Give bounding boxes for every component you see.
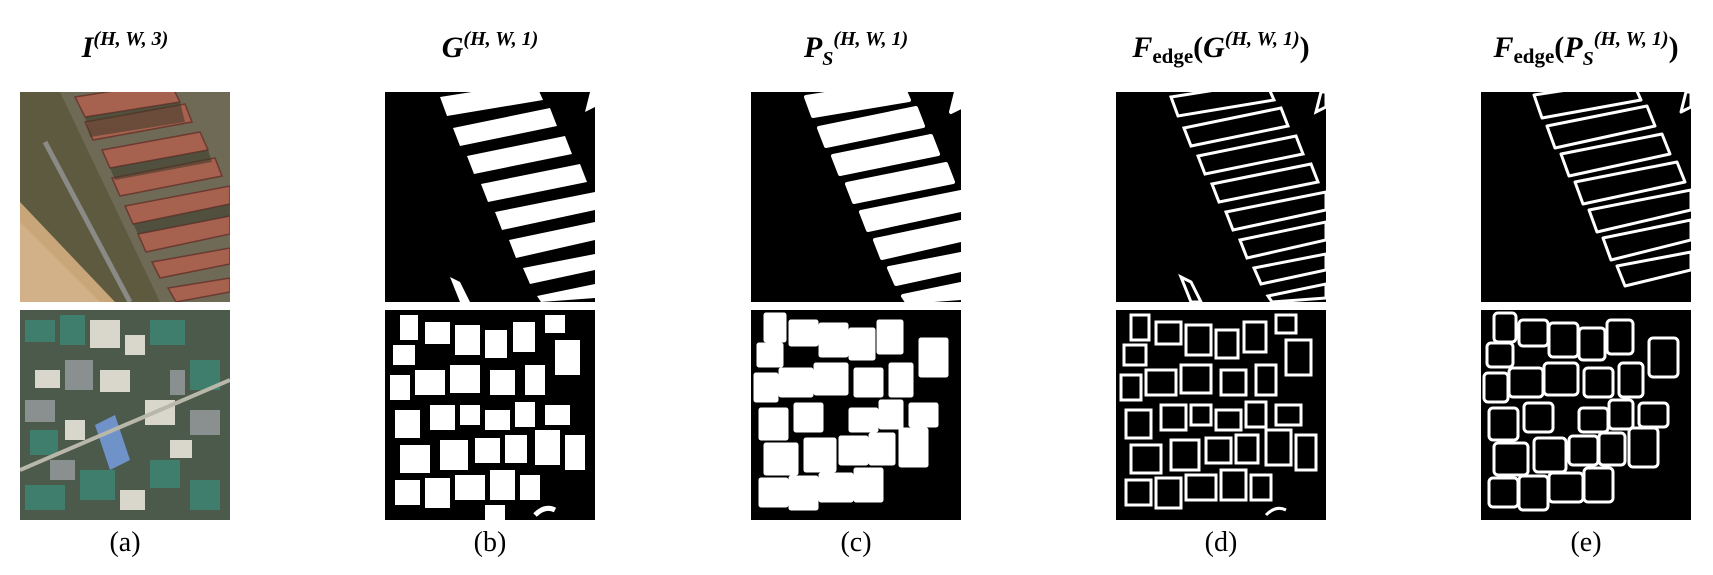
caption-d: (d) [1204,527,1238,558]
title-b-sup: (H, W, 1) [463,28,539,50]
column-c: PS(H, W, 1) [751,0,961,575]
title-d-open: ( [1193,31,1204,64]
edge-d-bottom [1116,310,1326,520]
column-a: I(H, W, 3) [20,0,230,575]
title-c-main: P [803,31,823,64]
title-a: I(H, W, 3) [0,12,310,75]
title-e-fn-sub: edge [1513,44,1555,68]
title-e: Fedge(PS(H, W, 1)) [1401,12,1713,86]
title-e-close: ) [1668,31,1679,64]
title-e-sup: (H, W, 1) [1593,28,1669,50]
caption-a: (a) [109,527,141,558]
mask-c-top [751,92,961,302]
title-a-main: I [81,31,94,64]
edge-e-bottom [1481,310,1691,520]
title-d: Fedge(G(H, W, 1)) [1036,12,1406,83]
caption-b: (b) [473,527,507,558]
mask-c-bottom [751,310,961,520]
caption-e: (e) [1570,527,1602,558]
edge-e-top [1481,92,1691,302]
title-c: PS(H, W, 1) [671,12,1041,86]
image-a-bottom [20,310,230,520]
column-e: Fedge(PS(H, W, 1)) [1481,0,1691,575]
caption-c: (c) [840,527,872,558]
title-a-sup: (H, W, 3) [93,28,169,50]
title-d-close: ) [1299,31,1310,64]
title-d-fn-sub: edge [1152,44,1194,68]
title-e-fn: F [1493,31,1514,64]
column-d: Fedge(G(H, W, 1)) [1116,0,1326,575]
column-b: G(H, W, 1) [385,0,595,575]
image-a-top [20,92,230,302]
title-e-open: ( [1554,31,1565,64]
title-d-main: G [1203,31,1225,64]
edge-d-top [1116,92,1326,302]
title-e-main: P [1564,31,1583,64]
title-b: G(H, W, 1) [305,12,675,75]
title-c-sup: (H, W, 1) [833,28,909,50]
title-d-sup: (H, W, 1) [1224,28,1300,50]
title-e-sub: S [1582,48,1594,70]
title-b-main: G [441,31,464,64]
title-d-fn: F [1132,31,1153,64]
mask-b-top [385,92,595,302]
mask-b-bottom [385,310,595,520]
title-c-sub: S [822,48,834,70]
